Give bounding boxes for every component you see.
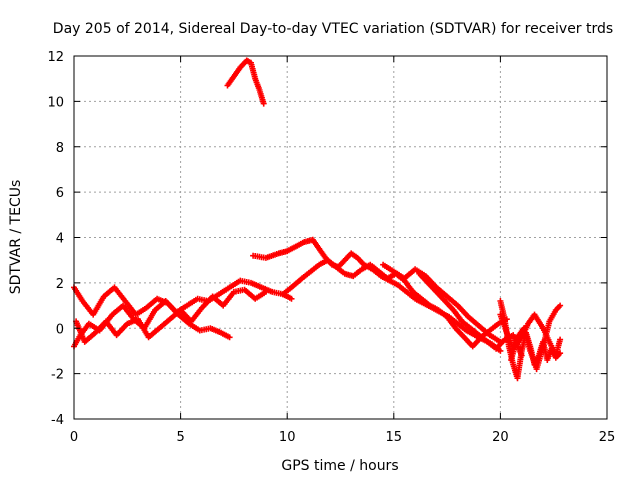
series-arc-7 xyxy=(380,261,504,345)
data-point xyxy=(497,347,504,354)
data-point xyxy=(557,302,564,309)
y-tick-label: -4 xyxy=(51,413,64,428)
series-arc-3 xyxy=(73,286,269,345)
y-tick-label: 2 xyxy=(56,277,64,292)
x-tick-label: 25 xyxy=(599,430,616,445)
y-tick-label: 6 xyxy=(56,186,64,201)
x-axis-label: GPS time / hours xyxy=(281,458,398,474)
data-point xyxy=(557,336,564,343)
y-tick-label: 10 xyxy=(47,95,64,110)
series-arc-4 xyxy=(224,57,267,107)
data-point xyxy=(226,334,233,341)
y-tick-label: 0 xyxy=(56,322,64,337)
x-tick-label: 0 xyxy=(70,430,78,445)
y-tick-label: -2 xyxy=(51,368,64,383)
data-series xyxy=(71,57,564,382)
grid-lines xyxy=(74,56,607,419)
series-arc-11 xyxy=(497,311,564,359)
series-arc-2 xyxy=(71,284,233,341)
data-point xyxy=(288,295,295,302)
data-point xyxy=(262,288,269,295)
x-tick-label: 5 xyxy=(176,430,184,445)
x-tick-label: 10 xyxy=(279,430,296,445)
y-tick-label: 4 xyxy=(56,232,64,247)
x-tick-label: 20 xyxy=(492,430,509,445)
y-axis-label: SDTVAR / TECUs xyxy=(8,180,24,295)
axis-ticks: 0 5 10 15 20 25 -4 -2 0 2 4 6 8 10 12 xyxy=(47,50,615,445)
data-point xyxy=(260,100,267,107)
x-tick-label: 15 xyxy=(386,430,403,445)
y-tick-label: 12 xyxy=(47,50,64,65)
y-tick-label: 8 xyxy=(56,141,64,156)
chart-title: Day 205 of 2014, Sidereal Day-to-day VTE… xyxy=(53,21,613,37)
